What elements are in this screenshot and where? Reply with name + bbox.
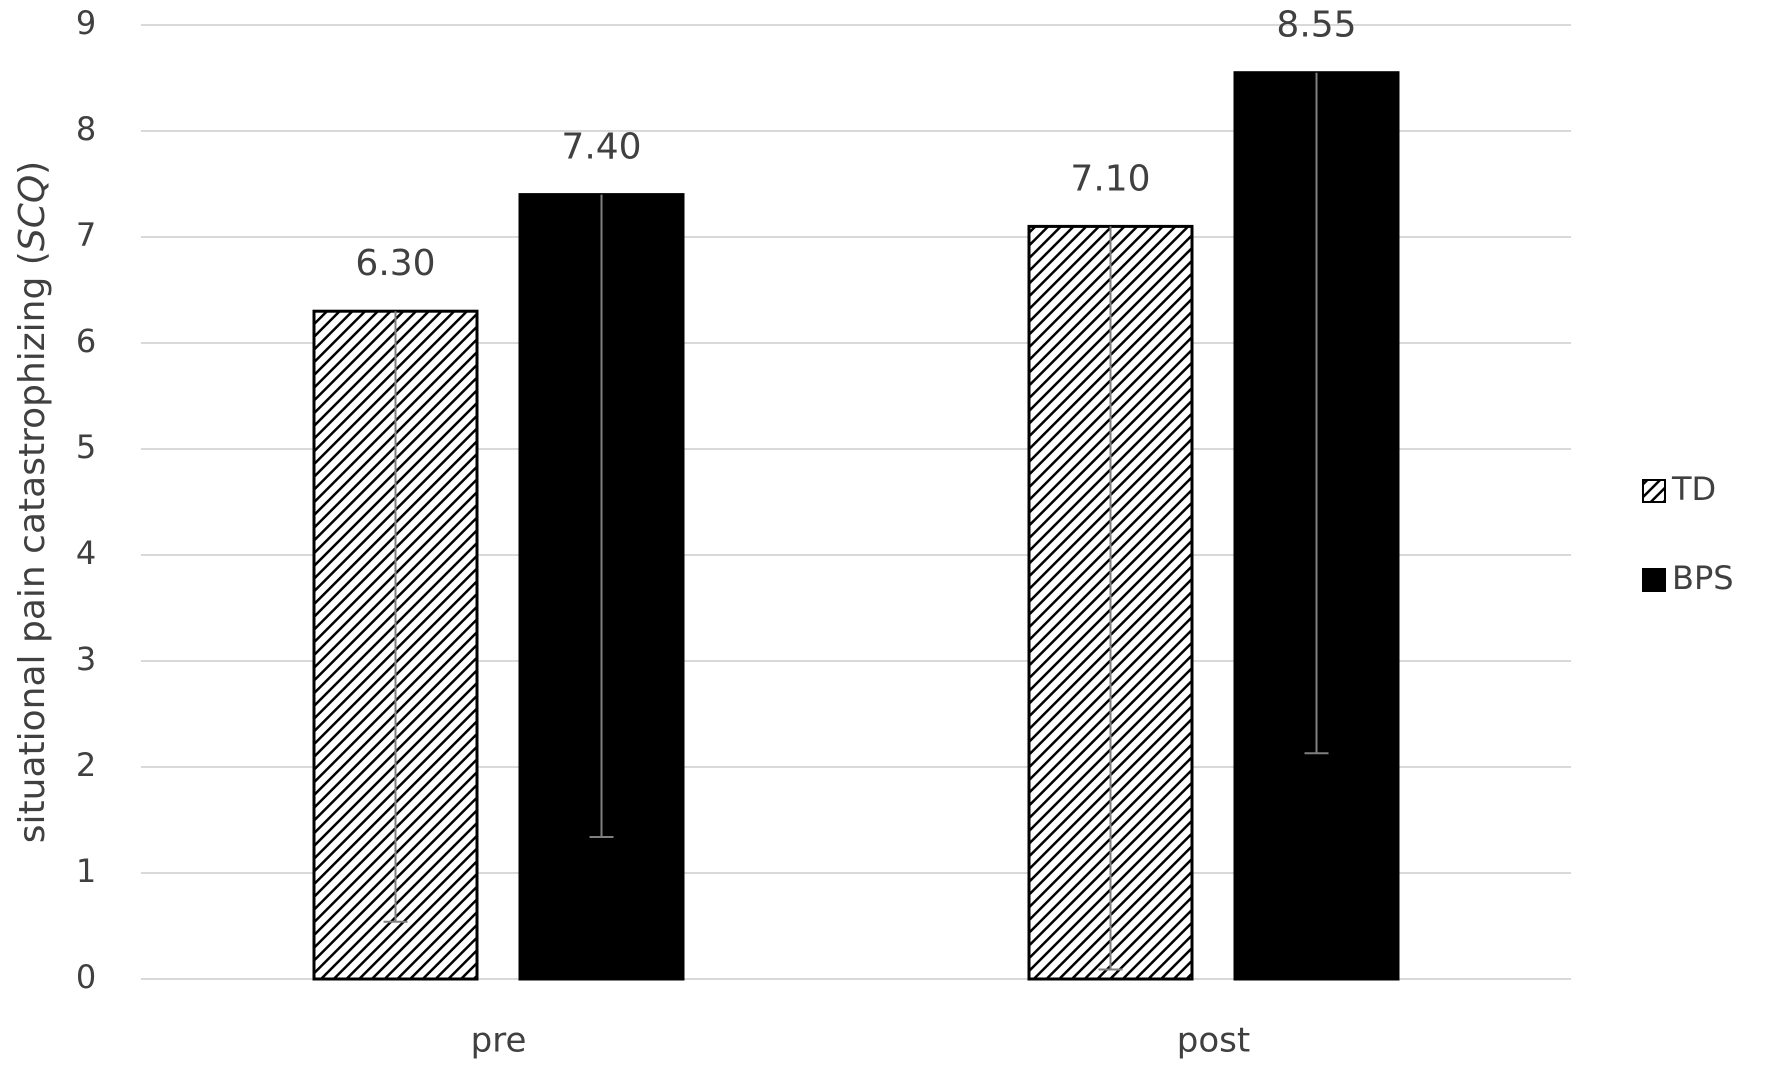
y-tick-label: 8 (76, 110, 96, 148)
y-tick-label: 3 (76, 640, 96, 678)
y-tick-label: 2 (76, 746, 96, 784)
y-axis-label-text: situational pain catastrophizing ( (12, 251, 53, 843)
y-tick-label: 0 (76, 958, 96, 996)
y-tick-label: 1 (76, 852, 96, 890)
data-label: 6.30 (355, 243, 435, 284)
legend-label: BPS (1672, 559, 1734, 597)
y-tick-label: 5 (76, 428, 96, 466)
data-label: 8.55 (1276, 5, 1356, 46)
y-axis-label-close: ) (12, 161, 53, 175)
data-label: 7.10 (1070, 158, 1150, 199)
x-tick-label: pre (471, 1021, 527, 1061)
y-tick-label: 6 (76, 322, 96, 360)
y-axis-label: situational pain catastrophizing (SCQ) (12, 161, 53, 843)
legend-swatch (1642, 479, 1666, 503)
data-label: 7.40 (561, 127, 641, 168)
y-tick-label: 4 (76, 534, 96, 572)
y-tick-label: 9 (76, 4, 96, 42)
x-tick-label: post (1177, 1021, 1250, 1061)
legend-label: TD (1671, 470, 1716, 508)
y-tick-label: 7 (76, 216, 96, 254)
legend-swatch (1642, 568, 1666, 592)
y-axis-label-abbrev: SCQ (12, 175, 53, 251)
